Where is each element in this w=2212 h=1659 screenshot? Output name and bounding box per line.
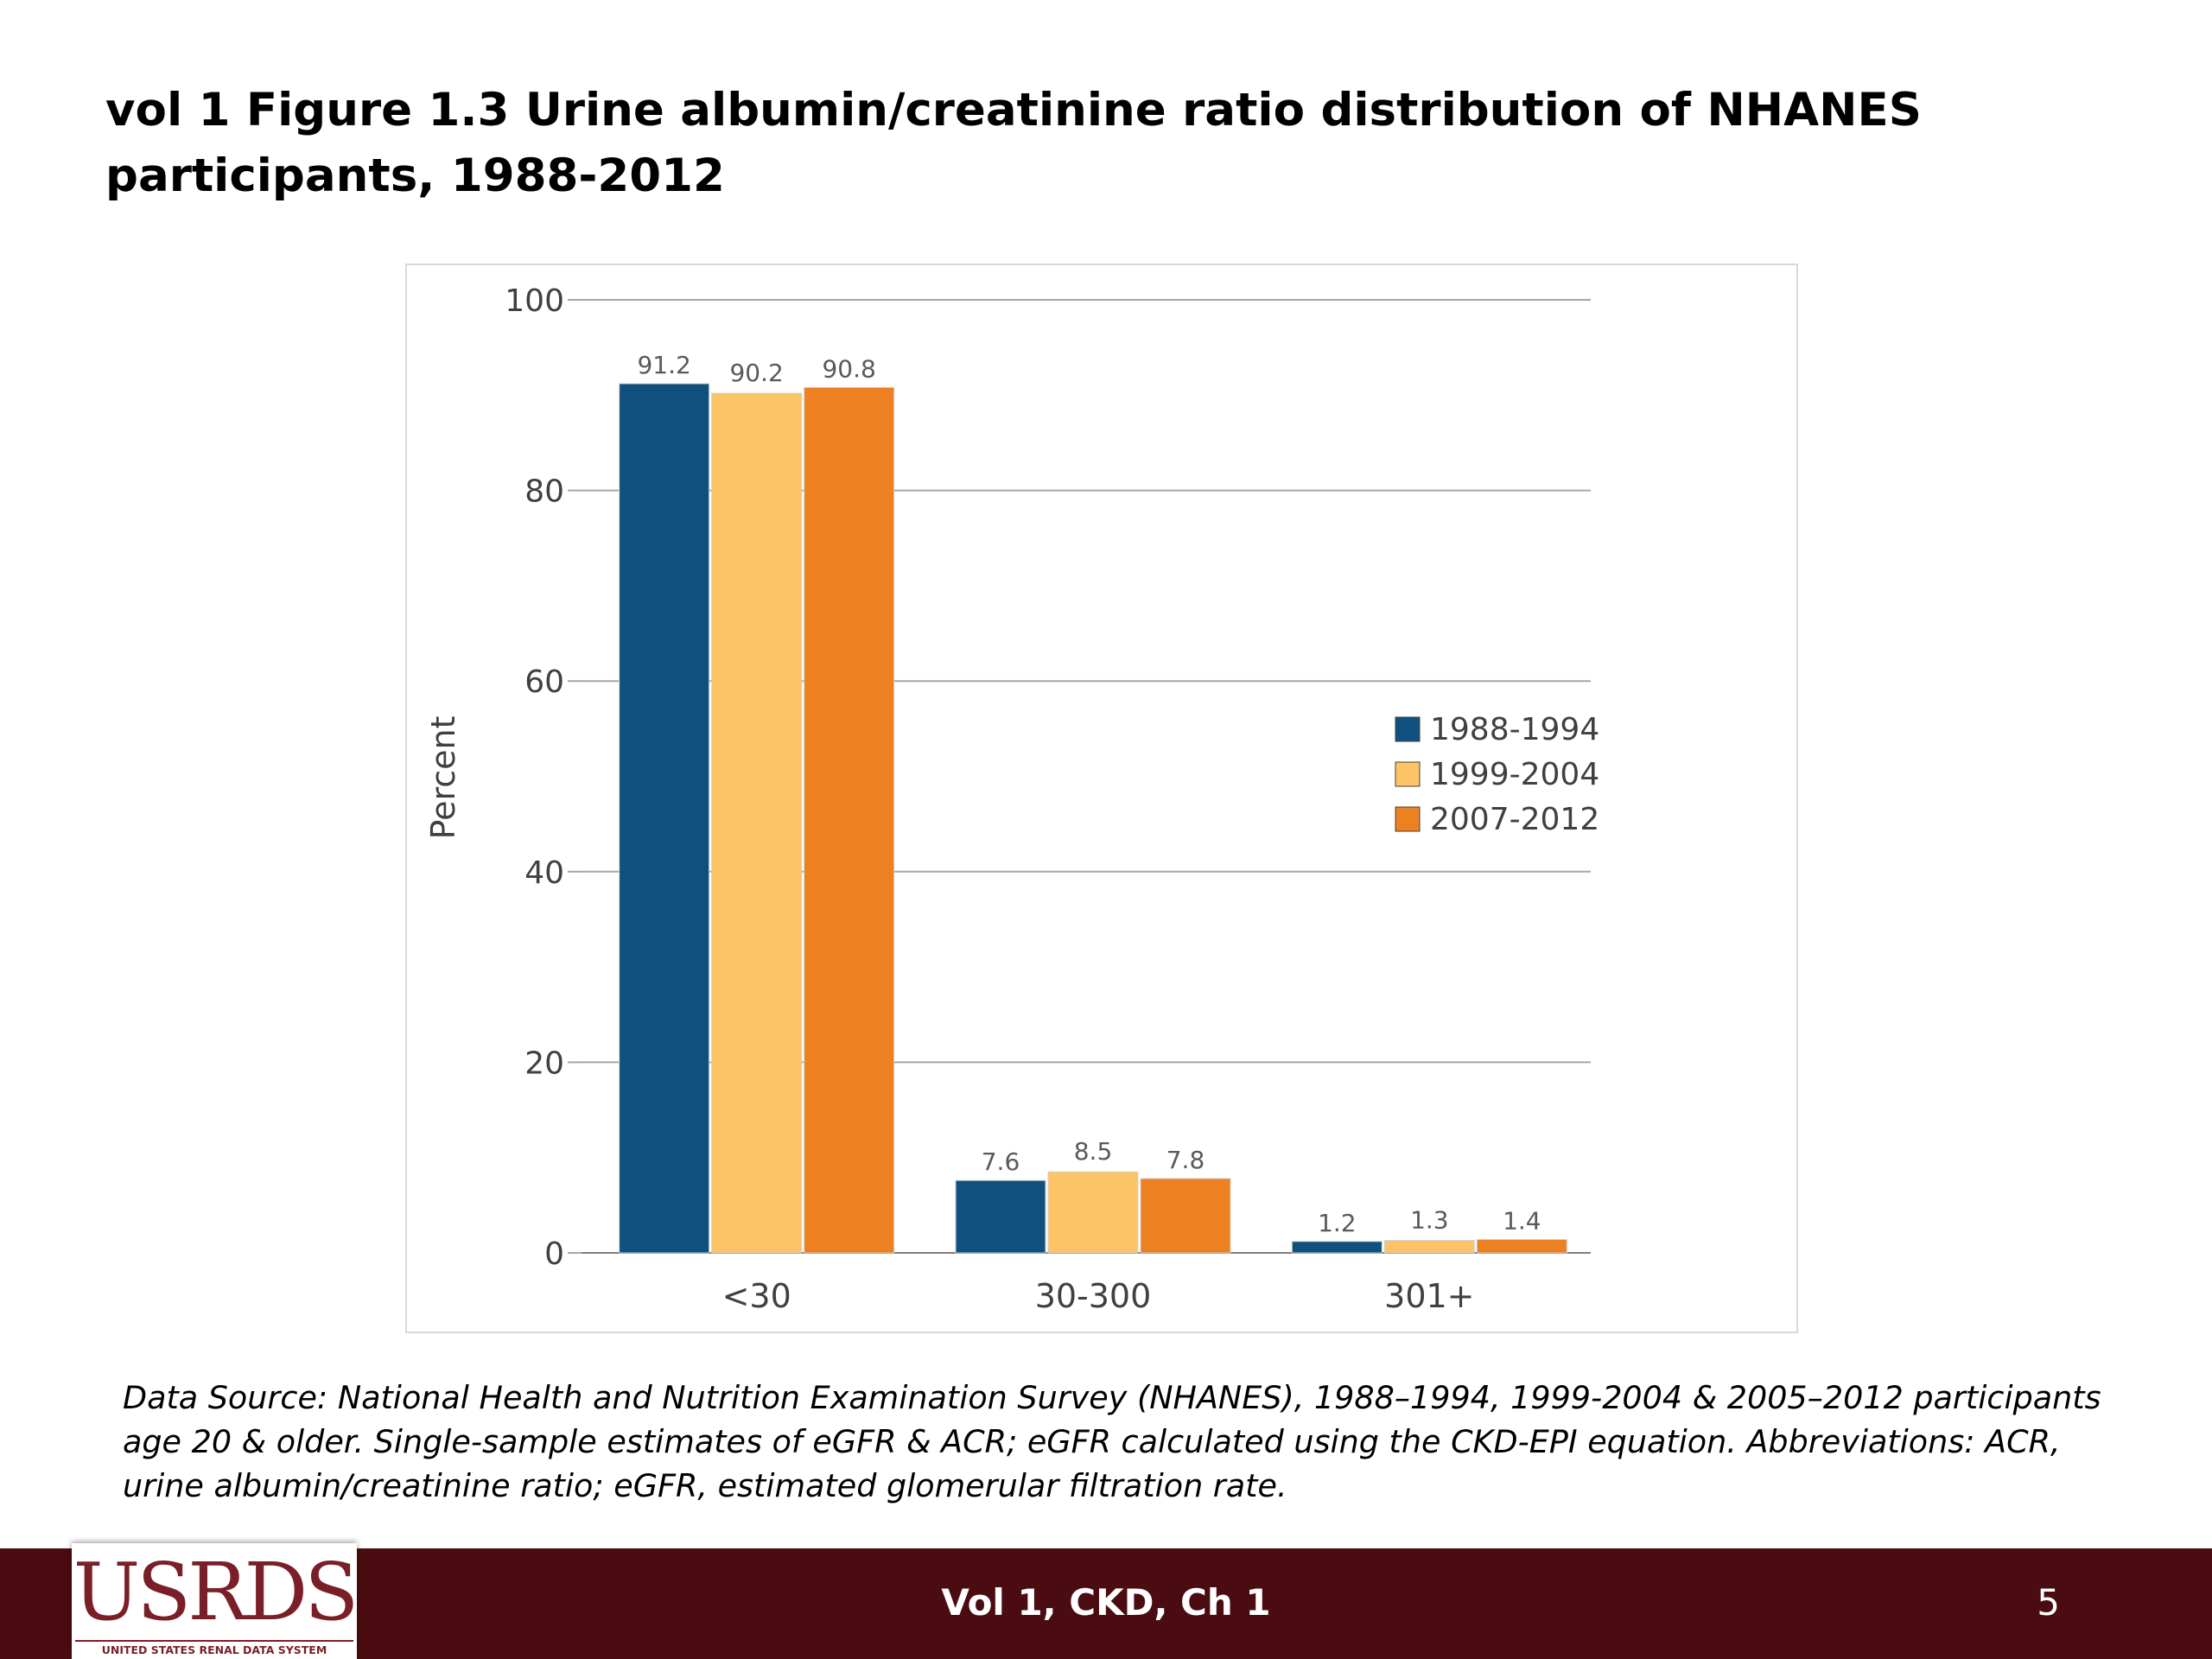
x-tick-label: 301+ <box>1384 1277 1474 1315</box>
data-source-caption: Data Source: National Health and Nutriti… <box>123 1379 2101 1504</box>
data-label: 1.3 <box>1410 1206 1449 1235</box>
footer-bar <box>0 1548 2212 1659</box>
legend-label: 1988-1994 <box>1430 712 1599 747</box>
legend-swatch <box>1395 806 1421 832</box>
data-label: 8.5 <box>1074 1137 1113 1166</box>
data-label: 90.8 <box>822 354 875 383</box>
logo-wordmark: USRDS <box>73 1546 359 1638</box>
bar <box>1047 1171 1139 1254</box>
logo-rule <box>75 1640 353 1642</box>
chart-frame: 0 20 40 60 80 100 Percent 91.2 90.2 90.8 <30 7.6 8.5… <box>405 264 1798 1333</box>
y-tick-label: 80 <box>524 474 564 510</box>
legend-swatch <box>1395 716 1421 742</box>
slide-title: vol 1 Figure 1.3 Urine albumin/creatinin… <box>105 84 1922 202</box>
y-tick-label: 60 <box>524 664 564 700</box>
data-label: 1.2 <box>1318 1209 1357 1237</box>
bar <box>619 383 710 1254</box>
data-label: 1.4 <box>1503 1207 1541 1236</box>
data-label: 7.6 <box>982 1147 1020 1176</box>
usrds-logo: USRDS UNITED STATES RENAL DATA SYSTEM <box>72 1543 359 1659</box>
legend-label: 1999-2004 <box>1430 757 1599 792</box>
logo-subtitle: UNITED STATES RENAL DATA SYSTEM <box>101 1643 327 1656</box>
y-tick-label: 40 <box>524 855 564 891</box>
y-tick-label: 20 <box>524 1046 564 1081</box>
legend-swatch <box>1395 761 1421 787</box>
bar <box>955 1179 1046 1254</box>
x-tick-label: 30-300 <box>1035 1277 1152 1315</box>
legend-label: 2007-2012 <box>1430 802 1599 837</box>
x-tick-label: <30 <box>722 1277 791 1315</box>
data-label: 7.8 <box>1166 1146 1205 1174</box>
bar <box>1140 1178 1231 1254</box>
y-axis-label: Percent <box>424 716 462 840</box>
page-number: 5 <box>2037 1581 2060 1624</box>
y-tick-label: 0 <box>544 1236 564 1272</box>
footer-chapter-label: Vol 1, CKD, Ch 1 <box>941 1581 1271 1624</box>
bar <box>1291 1241 1382 1254</box>
bar-chart: 0 20 40 60 80 100 Percent 91.2 90.2 90.8 <30 7.6 8.5… <box>424 283 1599 1315</box>
bar <box>711 392 803 1254</box>
bar <box>1476 1239 1567 1254</box>
y-tick-label: 100 <box>505 283 564 319</box>
bar <box>1383 1240 1475 1254</box>
bar <box>804 386 895 1254</box>
data-label: 91.2 <box>637 351 690 379</box>
data-label: 90.2 <box>729 359 783 387</box>
